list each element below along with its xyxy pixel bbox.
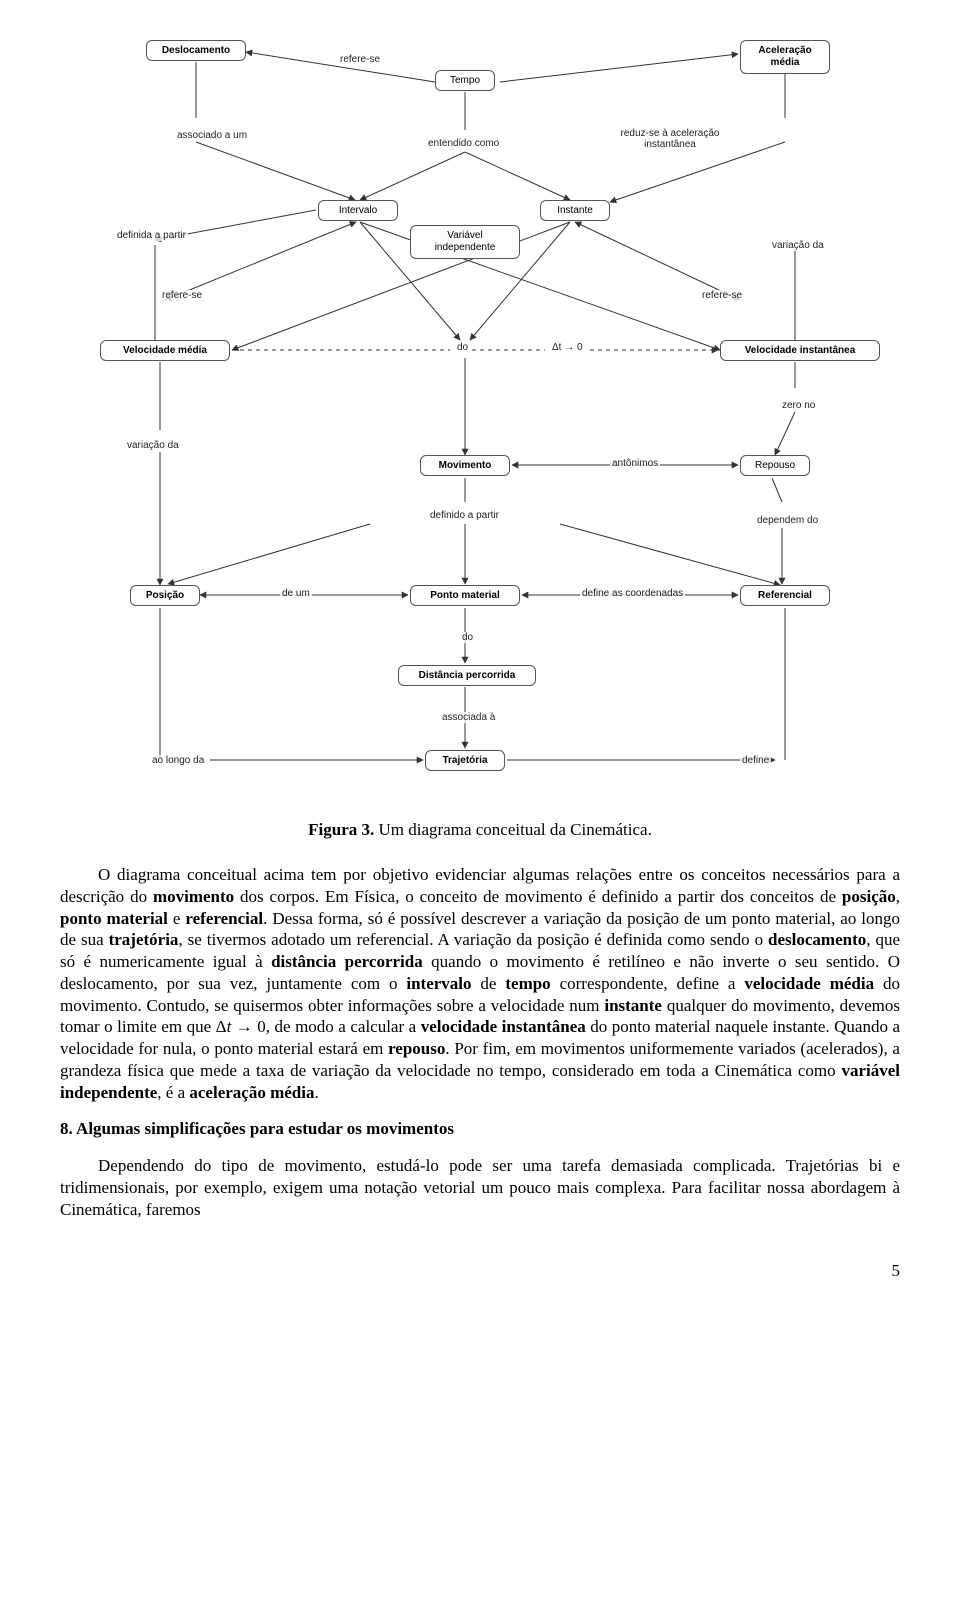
edge-label-assoc_a: associada à [440,712,497,723]
node-variavel: Variável independente [410,225,520,259]
edge-label-refere2: refere-se [160,290,204,301]
node-referencial: Referencial [740,585,830,606]
node-instante: Instante [540,200,610,221]
edge-label-antonimos: antônimos [610,458,660,469]
edge-label-zero_no: zero no [780,400,817,411]
node-deslocamento: Deslocamento [146,40,246,61]
edge-label-dependem: dependem do [755,515,820,526]
edge-label-defpartir: definida a partir [115,230,188,241]
concept-diagram: Deslocamento Tempo Aceleração média Interva… [60,40,900,800]
edge-label-variacao_da2: variação da [125,440,181,451]
edge-label-variacao_da1: variação da [770,240,826,251]
node-velmedia: Velocidade média [100,340,230,361]
node-distperc: Distância percorrida [398,665,536,686]
edge-label-def_partir2: definido a partir [428,510,501,521]
edge-label-aolongo: ao longo da [150,755,206,766]
edge-label-do2: do [460,632,475,643]
figure-caption-text: Um diagrama conceitual da Cinemática. [374,820,652,839]
paragraph-1: O diagrama conceitual acima tem por obje… [60,864,900,1103]
edge-label-reduz: reduz-se à aceleração instantânea [600,128,740,150]
paragraph-2: Dependendo do tipo de movimento, estudá-… [60,1155,900,1220]
section-heading: 8. Algumas simplificações para estudar o… [60,1119,900,1139]
node-trajetoria: Trajetória [425,750,505,771]
figure-number: Figura 3. [308,820,374,839]
edge-label-assoc_um: associado a um [175,130,249,141]
node-movimento: Movimento [420,455,510,476]
node-aceleracao: Aceleração média [740,40,830,74]
paragraph-2-text: Dependendo do tipo de movimento, estudá-… [60,1156,900,1219]
node-pontomat: Ponto material [410,585,520,606]
node-repouso: Repouso [740,455,810,476]
figure-caption: Figura 3. Um diagrama conceitual da Cine… [60,820,900,840]
edge-label-refere1: refere-se [338,54,382,65]
edge-label-define: define [740,755,771,766]
edge-label-entendido: entendido como [426,138,501,149]
edge-label-defcoord: define as coordenadas [580,588,685,599]
node-dt0: Δt → 0 [550,342,585,353]
edge-label-deum: de um [280,588,312,599]
node-tempo: Tempo [435,70,495,91]
edge-label-refere3: refere-se [700,290,744,301]
node-do1: do [455,342,470,353]
node-velinst: Velocidade instantânea [720,340,880,361]
page-number: 5 [60,1261,900,1281]
node-intervalo: Intervalo [318,200,398,221]
node-posicao: Posição [130,585,200,606]
